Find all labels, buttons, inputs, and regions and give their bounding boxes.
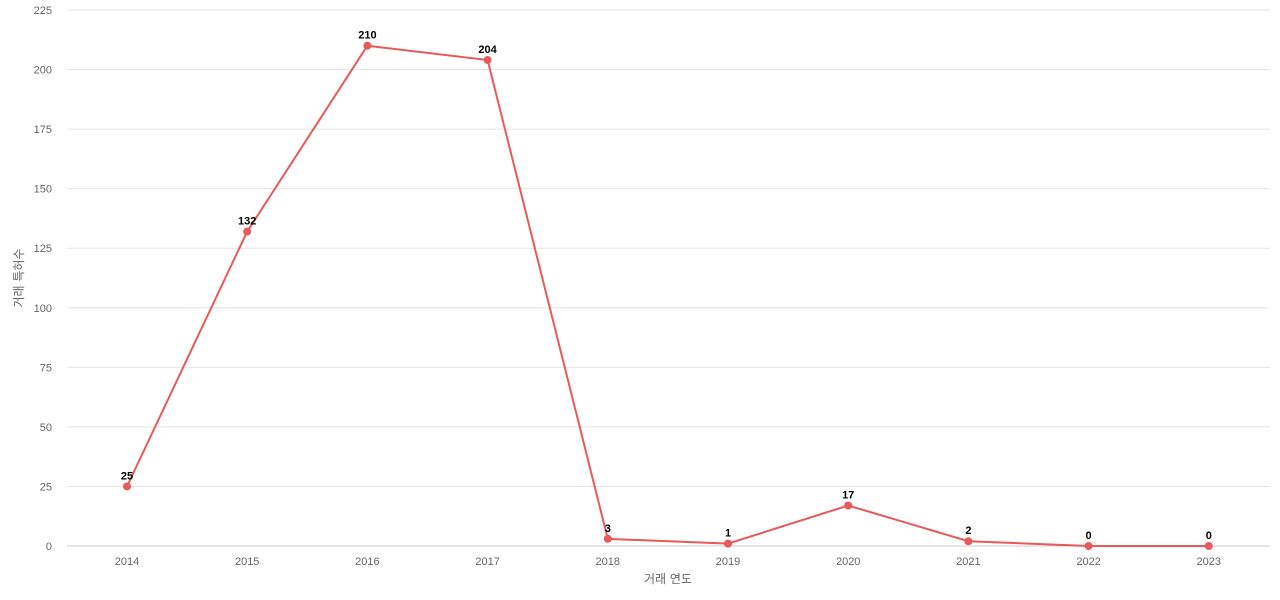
data-point[interactable] — [724, 539, 732, 548]
data-label: 210 — [358, 30, 376, 42]
x-tick-label: 2022 — [1076, 556, 1100, 568]
y-tick-labels: 0 25 50 75 100 125 150 175 200 225 — [34, 5, 52, 553]
y-tick-label: 150 — [34, 184, 52, 196]
x-tick-label: 2020 — [836, 556, 860, 568]
x-tick-label: 2023 — [1197, 556, 1221, 568]
data-point[interactable] — [243, 227, 252, 236]
x-tick-label: 2015 — [235, 556, 259, 568]
data-point[interactable] — [964, 537, 973, 546]
data-label: 204 — [478, 44, 497, 56]
data-label: 3 — [605, 523, 611, 535]
data-label: 0 — [1206, 530, 1212, 542]
y-tick-label: 25 — [40, 481, 52, 493]
y-tick-label: 175 — [34, 124, 52, 136]
x-tick-labels: 2014 2015 2016 2017 2018 2019 2020 2021 2022 2023 — [115, 556, 1221, 568]
series-layer — [123, 41, 1213, 550]
data-point[interactable] — [483, 56, 492, 65]
data-label: 132 — [238, 216, 256, 228]
data-point[interactable] — [363, 41, 372, 50]
data-label: 17 — [842, 490, 854, 502]
data-label: 2 — [965, 525, 971, 537]
x-tick-label: 2016 — [355, 556, 379, 568]
data-point[interactable] — [844, 501, 853, 510]
x-tick-label: 2014 — [115, 556, 139, 568]
data-point[interactable] — [1204, 542, 1213, 550]
grid-layer — [67, 9, 1270, 547]
x-tick-label: 2021 — [956, 556, 980, 568]
data-label: 1 — [725, 528, 731, 540]
data-point[interactable] — [1084, 542, 1093, 550]
data-labels: 25 132 210 204 3 1 17 2 0 0 — [121, 30, 1212, 542]
data-point[interactable] — [123, 482, 131, 491]
y-tick-label: 75 — [40, 362, 52, 374]
data-label: 25 — [121, 470, 133, 482]
x-tick-label: 2019 — [716, 556, 740, 568]
data-point[interactable] — [603, 534, 612, 543]
x-tick-label: 2018 — [596, 556, 620, 568]
data-label: 0 — [1086, 530, 1092, 542]
series-line — [126, 44, 1209, 547]
y-tick-label: 125 — [34, 243, 52, 255]
x-axis-title: 거래 연도 — [644, 572, 692, 586]
y-tick-label: 100 — [34, 303, 52, 315]
y-tick-label: 50 — [40, 422, 52, 434]
y-axis-title: 거래 특허수 — [12, 248, 26, 307]
y-tick-label: 225 — [34, 5, 52, 17]
y-tick-label: 200 — [34, 65, 52, 77]
y-tick-label: 0 — [46, 541, 52, 553]
x-tick-label: 2017 — [475, 556, 499, 568]
